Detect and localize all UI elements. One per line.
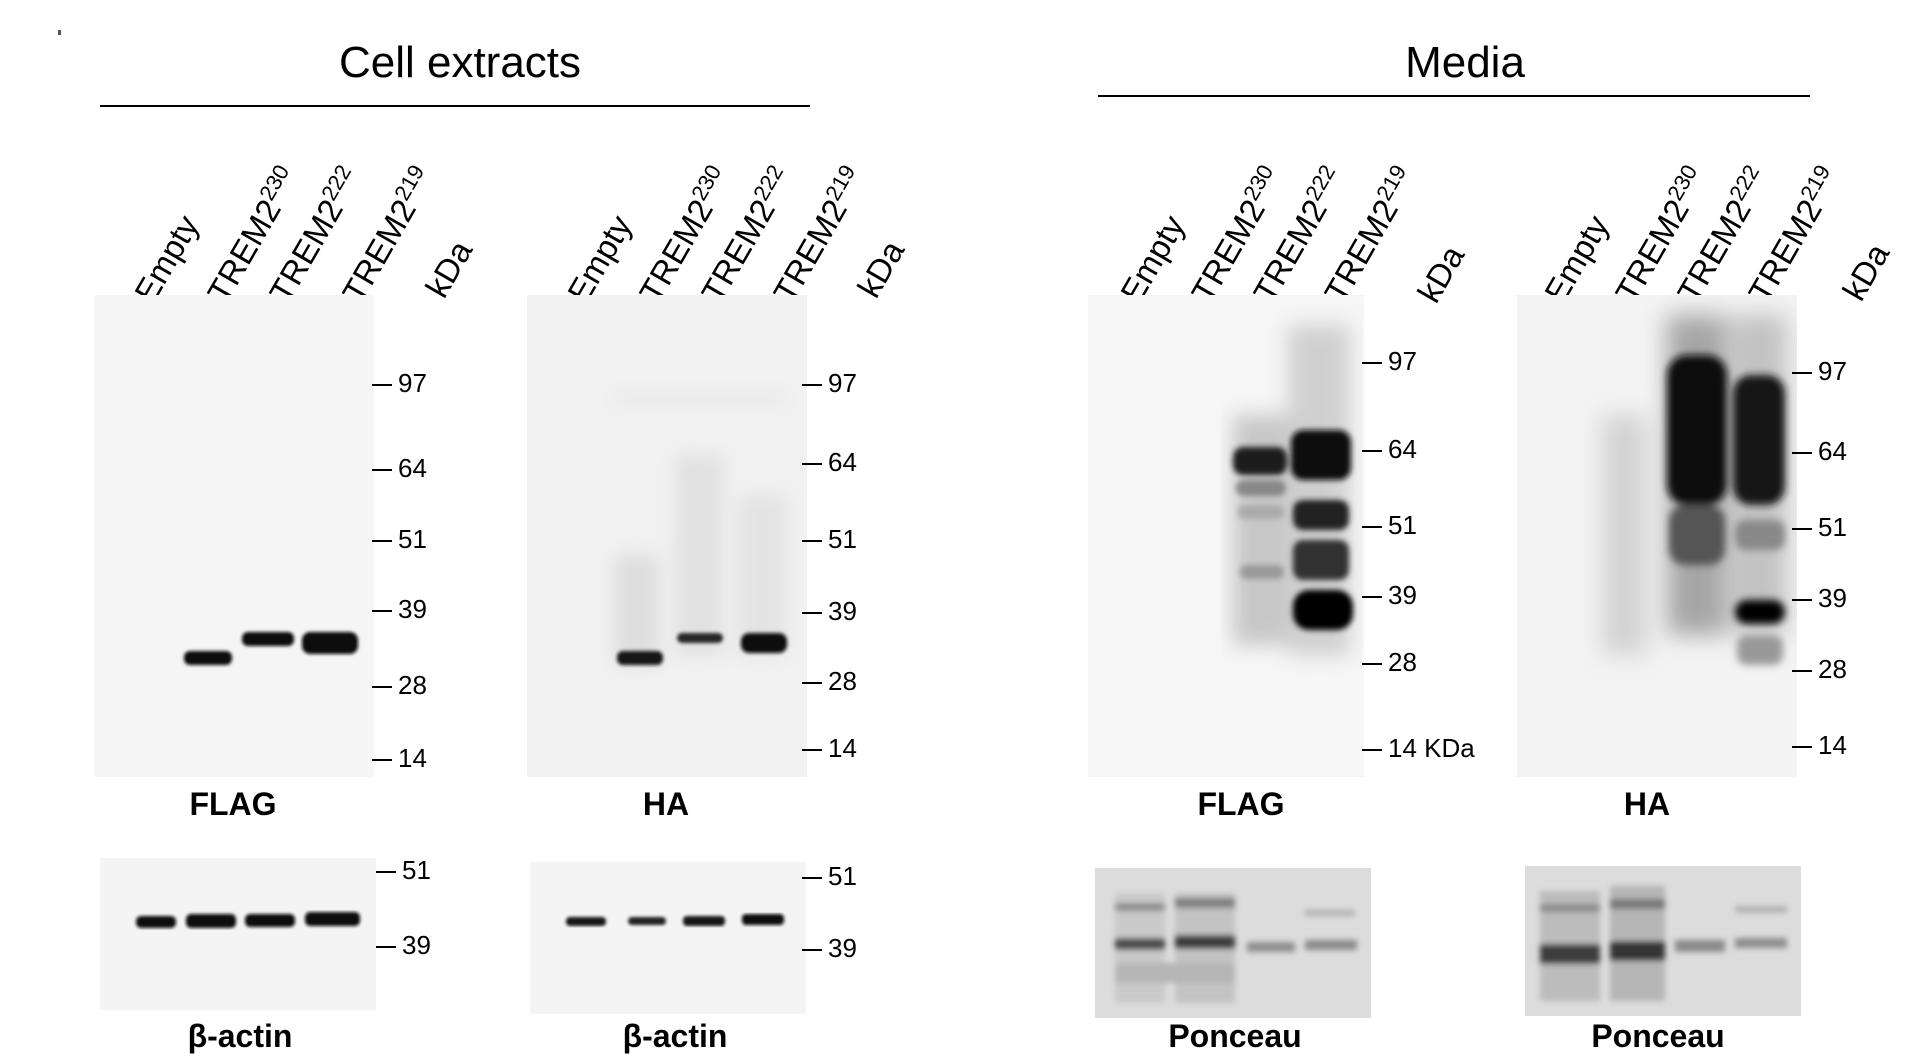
marker-51: 51	[802, 526, 857, 552]
cell-flag-actin-blot	[100, 858, 376, 1010]
cell-ha-blot	[527, 295, 807, 777]
ponceau-caption: Ponceau	[1591, 1018, 1725, 1054]
actin-caption: β-actin	[622, 1018, 728, 1054]
actin-caption: β-actin	[187, 1018, 293, 1054]
stray-mark	[58, 30, 61, 35]
marker-64: 64	[1792, 438, 1847, 464]
actin-marker-51: 51	[376, 857, 431, 883]
marker-97: 97	[802, 370, 857, 396]
cell-ha-actin-blot	[530, 862, 806, 1014]
marker-97: 97	[1792, 358, 1847, 384]
actin-marker-51: 51	[802, 863, 857, 889]
media-ha-ponceau-blot	[1525, 866, 1801, 1016]
lane-empty-label: Empty	[1113, 208, 1192, 309]
marker-39: 39	[1792, 585, 1847, 611]
lane-empty-label: Empty	[1537, 208, 1616, 309]
marker-64: 64	[802, 449, 857, 475]
marker-39: 39	[372, 596, 427, 622]
kda-label: kDa	[1835, 237, 1897, 307]
marker-14kda: 14 KDa	[1362, 735, 1475, 761]
lane-empty-label: Empty	[560, 208, 639, 309]
ha-caption: HA	[642, 786, 690, 822]
marker-28: 28	[1792, 656, 1847, 682]
marker-51: 51	[372, 526, 427, 552]
marker-51: 51	[1362, 512, 1417, 538]
cell-extracts-title: Cell extracts	[338, 38, 582, 87]
marker-28: 28	[1362, 649, 1417, 675]
marker-97: 97	[1362, 348, 1417, 374]
marker-51: 51	[1792, 514, 1847, 540]
marker-97: 97	[372, 370, 427, 396]
ponceau-caption: Ponceau	[1168, 1018, 1302, 1054]
media-flag-ponceau-blot	[1095, 868, 1371, 1018]
marker-28: 28	[372, 672, 427, 698]
media-ha-blot	[1517, 295, 1797, 777]
actin-marker-39: 39	[376, 932, 431, 958]
media-underline	[1098, 95, 1810, 97]
actin-marker-39: 39	[802, 935, 857, 961]
cell-extracts-underline	[100, 105, 810, 107]
marker-14: 14	[802, 735, 857, 761]
marker-39: 39	[802, 598, 857, 624]
media-title: Media	[1405, 38, 1525, 87]
marker-39: 39	[1362, 582, 1417, 608]
kda-label: kDa	[418, 234, 480, 304]
marker-64: 64	[372, 455, 427, 481]
marker-14: 14	[1792, 732, 1847, 758]
media-flag-blot	[1088, 295, 1364, 777]
flag-caption: FLAG	[189, 786, 277, 822]
lane-empty-label: Empty	[127, 208, 206, 309]
kda-label: kDa	[850, 234, 912, 304]
marker-28: 28	[802, 668, 857, 694]
cell-flag-blot	[94, 295, 374, 777]
marker-64: 64	[1362, 436, 1417, 462]
marker-14: 14	[372, 745, 427, 771]
kda-label: kDa	[1410, 239, 1472, 309]
ha-caption: HA	[1623, 786, 1671, 822]
flag-caption: FLAG	[1197, 786, 1285, 822]
